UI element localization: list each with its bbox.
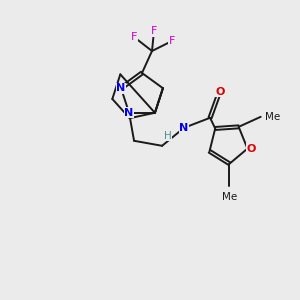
- Text: F: F: [151, 26, 157, 36]
- Text: N: N: [116, 83, 126, 93]
- Text: O: O: [215, 87, 225, 97]
- Text: Me: Me: [222, 192, 237, 202]
- Text: H: H: [164, 131, 172, 141]
- Text: N: N: [124, 108, 134, 118]
- Text: N: N: [179, 123, 189, 133]
- Text: F: F: [131, 32, 137, 42]
- Text: Me: Me: [265, 112, 280, 122]
- Text: F: F: [169, 36, 175, 46]
- Text: O: O: [247, 144, 256, 154]
